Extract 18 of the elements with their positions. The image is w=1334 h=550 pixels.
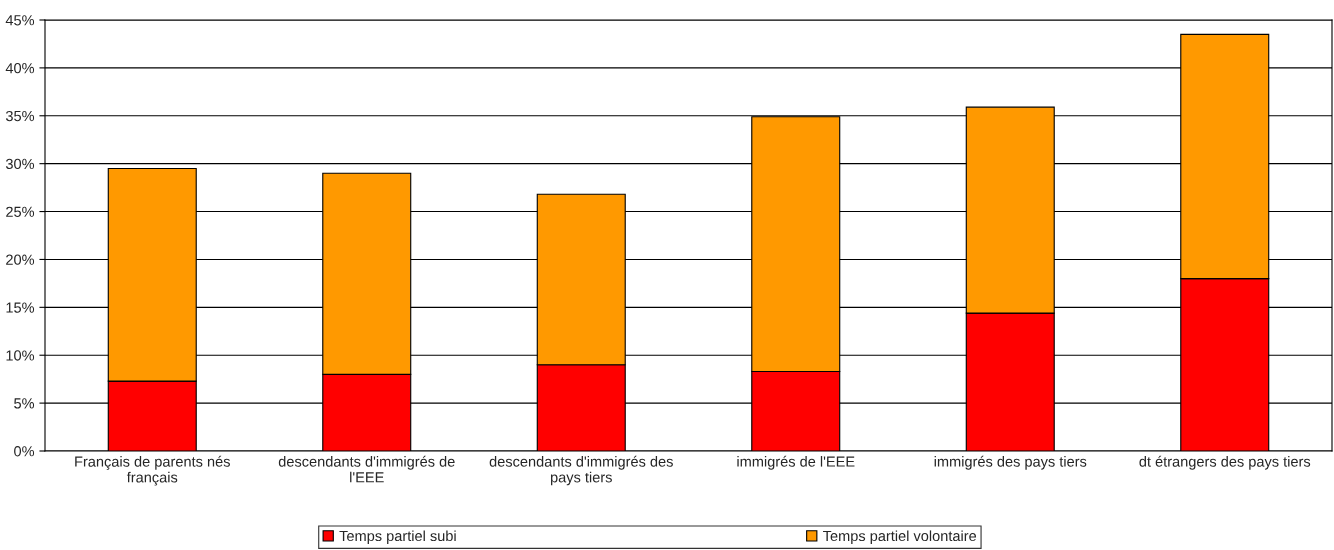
x-tick-label: immigrés des pays tiers xyxy=(934,455,1087,470)
x-tick-label: descendants d'immigrés de l'EEE xyxy=(278,455,455,483)
y-tick-label: 10% xyxy=(6,350,35,361)
y-tick-label: 45% xyxy=(5,15,35,26)
x-tick-label: descendants d'immigrés des pays tiers xyxy=(489,455,673,486)
x-tick-label: immigrés de l'EEE xyxy=(737,455,855,470)
x-tick-label: Français de parents nés français xyxy=(75,455,230,486)
x-tick-label: dt étrangers des pays tiers xyxy=(1139,455,1311,470)
y-tick-label: 5% xyxy=(14,398,35,409)
legend-label: Temps partiel subi xyxy=(339,530,456,544)
y-tick-label: 35% xyxy=(5,110,35,122)
legend-label: Temps partiel volontaire xyxy=(823,530,977,544)
y-tick-label: 15% xyxy=(6,302,35,313)
y-tick-label: 25% xyxy=(6,206,35,217)
y-tick-label: 40% xyxy=(5,62,35,74)
y-tick-label: 0% xyxy=(14,446,35,457)
y-tick-label: 30% xyxy=(5,158,35,170)
y-tick-label: 20% xyxy=(6,254,35,265)
